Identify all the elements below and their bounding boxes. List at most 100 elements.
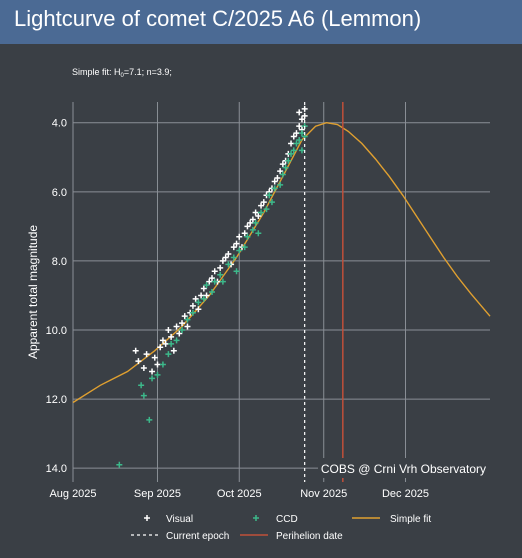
visual-point bbox=[132, 347, 139, 354]
visual-point bbox=[219, 257, 226, 264]
visual-point bbox=[233, 240, 240, 247]
visual-point bbox=[162, 340, 169, 347]
visual-point bbox=[189, 302, 196, 309]
visual-point bbox=[154, 361, 161, 368]
ccd-point bbox=[217, 271, 224, 278]
visual-point bbox=[192, 295, 199, 302]
ccd-point bbox=[168, 340, 175, 347]
visual-point bbox=[298, 116, 305, 123]
legend-visual-marker bbox=[144, 515, 150, 521]
ccd-point bbox=[249, 226, 256, 233]
ccd-point bbox=[219, 278, 226, 285]
lightcurve-chart: Simple fit: H0=7.1; n=3.9; Apparent tota… bbox=[26, 67, 491, 542]
ccd-point bbox=[288, 150, 295, 157]
visual-point bbox=[217, 264, 224, 271]
legend-visual-label[interactable]: Visual bbox=[166, 514, 193, 525]
visual-point bbox=[198, 292, 205, 299]
visual-point bbox=[206, 278, 213, 285]
ccd-point bbox=[189, 309, 196, 316]
visual-point bbox=[168, 333, 175, 340]
x-tick-label: Sep 2025 bbox=[134, 488, 181, 500]
visual-point bbox=[236, 233, 243, 240]
visual-point bbox=[279, 161, 286, 168]
ccd-point bbox=[263, 206, 270, 213]
legend[interactable]: Visual CCD Simple fit Current epoch Periheli… bbox=[131, 514, 431, 542]
y-tick-label: 8.0 bbox=[52, 256, 67, 268]
fit-note-suffix: =7.1; n=3.9; bbox=[124, 67, 172, 77]
ccd-point bbox=[233, 268, 240, 275]
ccd-point bbox=[140, 392, 147, 399]
page-title: Lightcurve of comet C/2025 A6 (Lemmon) bbox=[14, 6, 422, 31]
ccd-point bbox=[230, 254, 237, 261]
visual-point bbox=[165, 327, 172, 333]
ccd-point bbox=[195, 299, 202, 306]
ccd-point bbox=[255, 230, 262, 237]
ccd-point bbox=[293, 140, 300, 147]
ccd-point bbox=[244, 233, 251, 240]
ccd-point bbox=[149, 375, 156, 382]
legend-perihelion-label[interactable]: Perihelion date bbox=[276, 531, 343, 542]
visual-point bbox=[176, 330, 183, 337]
ccd-point bbox=[184, 316, 191, 323]
axis-ticks: 4.0 6.0 8.0 10.0 12.0 14.0 Aug 2025 Sep 2025 Oct… bbox=[46, 118, 429, 500]
visual-point bbox=[181, 313, 188, 320]
visual-point bbox=[244, 223, 251, 230]
ccd-point bbox=[236, 247, 243, 254]
visual-point bbox=[209, 275, 215, 282]
visual-point bbox=[249, 216, 256, 223]
ccd-point bbox=[290, 147, 297, 154]
fit-note: Simple fit: H0=7.1; n=3.9; bbox=[72, 67, 172, 79]
visual-point bbox=[151, 354, 158, 361]
ccd-point bbox=[277, 181, 284, 188]
y-tick-label: 14.0 bbox=[46, 463, 67, 475]
x-tick-label: Dec 2025 bbox=[382, 488, 429, 500]
ccd-series bbox=[116, 123, 308, 468]
ccd-point bbox=[116, 461, 123, 468]
visual-point bbox=[271, 178, 278, 185]
legend-fit-label[interactable]: Simple fit bbox=[390, 514, 431, 525]
legend-current-epoch-label[interactable]: Current epoch bbox=[166, 531, 229, 542]
legend-ccd-label[interactable]: CCD bbox=[276, 514, 298, 525]
y-tick-label: 6.0 bbox=[52, 187, 67, 199]
ccd-point bbox=[241, 244, 248, 251]
ccd-point bbox=[165, 351, 172, 358]
visual-point bbox=[159, 337, 166, 344]
watermark: COBS @ Crni Vrh Observatory bbox=[321, 462, 486, 476]
visual-point bbox=[140, 365, 147, 371]
x-tick-label: Nov 2025 bbox=[300, 488, 347, 500]
y-tick-label: 10.0 bbox=[46, 325, 67, 337]
ccd-point bbox=[179, 327, 186, 333]
title-bar: Lightcurve of comet C/2025 A6 (Lemmon) bbox=[0, 0, 522, 44]
ccd-point bbox=[271, 185, 278, 192]
visual-point bbox=[274, 175, 281, 181]
ccd-point bbox=[159, 361, 166, 368]
ccd-point bbox=[138, 382, 145, 389]
visual-point bbox=[173, 323, 180, 330]
visual-point bbox=[225, 251, 232, 257]
ccd-point bbox=[258, 209, 265, 216]
visual-point bbox=[184, 323, 191, 330]
visual-point bbox=[252, 209, 259, 216]
ccd-point bbox=[200, 295, 207, 302]
ccd-point bbox=[298, 130, 305, 137]
visual-point bbox=[149, 368, 156, 375]
ccd-point bbox=[225, 261, 232, 268]
ccd-point bbox=[285, 157, 292, 164]
ccd-point bbox=[252, 219, 259, 226]
visual-point bbox=[296, 123, 303, 130]
visual-point bbox=[179, 320, 186, 327]
y-tick-label: 12.0 bbox=[46, 394, 67, 406]
visual-point bbox=[135, 358, 142, 365]
visual-point bbox=[241, 230, 248, 237]
grid-lines bbox=[72, 102, 490, 482]
visual-point bbox=[247, 219, 254, 226]
ccd-point bbox=[203, 282, 210, 289]
ccd-point bbox=[173, 337, 180, 344]
visual-point bbox=[290, 133, 297, 140]
visual-point bbox=[200, 285, 207, 292]
ccd-point bbox=[298, 147, 305, 154]
ccd-point bbox=[146, 416, 153, 423]
visual-point bbox=[230, 244, 237, 251]
visual-point bbox=[277, 168, 284, 175]
visual-series bbox=[132, 105, 308, 375]
